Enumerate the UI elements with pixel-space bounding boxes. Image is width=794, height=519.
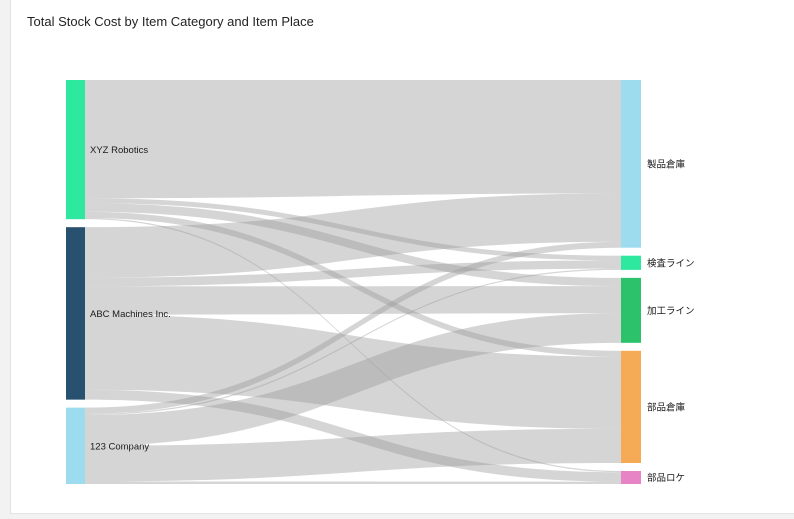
chart-panel: Total Stock Cost by Item Category and It… — [10, 0, 794, 514]
sankey-node-label-abc: ABC Machines Inc. — [90, 309, 171, 320]
sankey-node-abc[interactable] — [66, 227, 85, 400]
sankey-link-c123-seihin[interactable] — [85, 241, 621, 414]
sankey-node-label-c123: 123 Company — [90, 441, 149, 452]
sankey-node-kensa[interactable] — [621, 255, 641, 270]
sankey-link-c123-buhinroke[interactable] — [85, 481, 621, 484]
sankey-link-abc-buhinroke[interactable] — [85, 389, 621, 482]
sankey-links — [85, 80, 621, 484]
sankey-node-c123[interactable] — [66, 407, 85, 484]
sankey-link-c123-kako[interactable] — [85, 313, 621, 446]
sankey-link-c123-buhin[interactable] — [85, 428, 621, 482]
sankey-link-abc-seihin[interactable] — [85, 193, 621, 278]
sankey-link-c123-kensa[interactable] — [85, 268, 621, 416]
sankey-node-label-buhinroke: 部品ロケ — [647, 472, 685, 484]
sankey-link-xyz-seihin[interactable] — [85, 80, 621, 199]
sankey-link-xyz-buhin[interactable] — [85, 211, 621, 357]
sankey-link-xyz-kensa[interactable] — [85, 198, 621, 261]
sankey-node-label-kensa: 検査ライン — [647, 257, 695, 269]
sankey-link-xyz-kako[interactable] — [85, 203, 621, 287]
sankey-node-buhin[interactable] — [621, 350, 641, 464]
sankey-link-abc-kako[interactable] — [85, 286, 621, 315]
sankey-node-label-xyz: XYZ Robotics — [90, 145, 148, 156]
sankey-labels: XYZ Robotics ABC Machines Inc. 123 Company… — [90, 145, 695, 484]
sankey-node-buhinroke[interactable] — [621, 471, 641, 484]
sankey-link-xyz-buhinroke[interactable] — [85, 217, 621, 473]
chart-title: Total Stock Cost by Item Category and It… — [27, 14, 314, 29]
sankey-link-abc-kensa[interactable] — [85, 260, 621, 287]
sankey-node-xyz[interactable] — [66, 80, 85, 220]
sankey-node-seihin[interactable] — [621, 80, 641, 248]
sankey-link-abc-buhin[interactable] — [85, 314, 621, 429]
sankey-nodes — [66, 80, 641, 484]
sankey-node-label-seihin: 製品倉庫 — [647, 158, 686, 170]
sankey-node-label-buhin: 部品倉庫 — [647, 401, 686, 413]
sankey-node-kako[interactable] — [621, 277, 641, 343]
sankey-node-label-kako: 加工ライン — [647, 306, 695, 317]
